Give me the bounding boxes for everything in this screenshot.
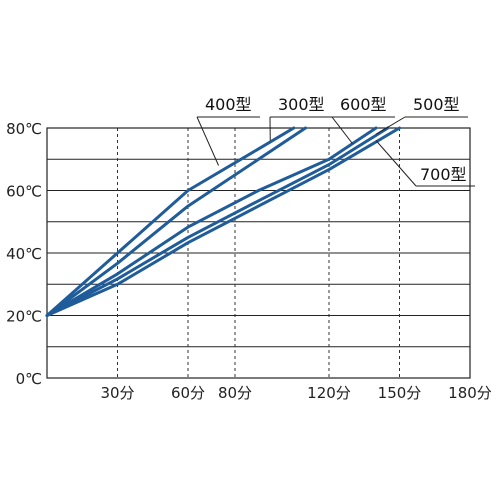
- y-tick-label-4: 80℃: [6, 120, 42, 138]
- tick-labels: 0℃ 20℃ 40℃ 60℃ 80℃ 30分 60分 80分 120分 150分 180分: [6, 120, 492, 402]
- x-tick-label-5: 180分: [448, 384, 492, 402]
- x-tick-label-1: 60分: [171, 384, 205, 402]
- series-label-0: 400型: [205, 95, 252, 114]
- series-label-2: 600型: [340, 95, 387, 114]
- series-label-leaders: [196, 116, 475, 187]
- series-labels: 400型 300型 600型 500型 700型: [205, 95, 467, 184]
- y-tick-label-1: 20℃: [6, 308, 42, 326]
- series-lines: [45, 126, 401, 317]
- plot-frame: [46, 127, 471, 379]
- series-label-leader-3: [375, 116, 406, 135]
- x-tick-label-2: 80分: [218, 384, 252, 402]
- series-label-4: 700型: [420, 165, 467, 184]
- y-tick-label-0: 0℃: [16, 370, 42, 388]
- series-label-1: 300型: [278, 95, 325, 114]
- x-tick-label-4: 150分: [378, 384, 422, 402]
- series-label-leader-2: [331, 116, 353, 144]
- series-line-2: [45, 126, 378, 317]
- series-label-leader-0: [196, 116, 220, 166]
- series-line-1: [45, 126, 307, 317]
- series-line-0: [45, 126, 296, 317]
- series-label-leader-4: [375, 140, 417, 187]
- series-line-4: [45, 126, 401, 317]
- grid: [46, 127, 471, 379]
- y-tick-label-2: 40℃: [6, 245, 42, 263]
- series-label-3: 500型: [413, 95, 460, 114]
- x-tick-label-0: 30分: [100, 384, 134, 402]
- series-line-3: [45, 126, 390, 317]
- x-tick-label-3: 120分: [307, 384, 351, 402]
- y-tick-label-3: 60℃: [6, 183, 42, 201]
